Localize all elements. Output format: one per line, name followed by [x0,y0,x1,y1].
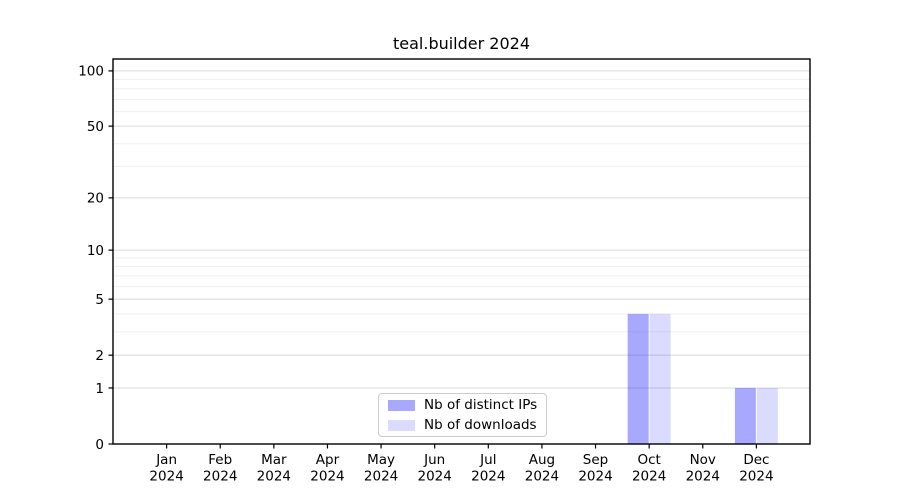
x-tick-label: Sep 2024 [578,452,612,485]
x-tick-label: Jun 2024 [418,452,452,485]
axis-spines [112,58,811,445]
x-tick-label: May 2024 [364,452,398,485]
legend: Nb of distinct IPs Nb of downloads [378,393,548,437]
x-tick-label: Mar 2024 [257,452,291,485]
legend-item-distinct-ips: Nb of distinct IPs [388,397,537,413]
bar-downloads-dec [756,387,778,444]
legend-swatch-downloads [388,419,415,431]
y-tick-label: 5 [95,292,104,308]
y-tick-label: 2 [95,348,104,364]
y-tick-label: 50 [87,119,104,135]
bar-distinct-ips-oct [627,313,649,444]
legend-label-distinct-ips: Nb of distinct IPs [424,397,538,413]
legend-label-downloads: Nb of downloads [424,417,537,433]
x-tick-label: Jan 2024 [149,452,183,485]
x-tick-label: Oct 2024 [632,452,666,485]
x-tick-label: Nov 2024 [686,452,720,485]
y-tick-label: 1 [95,381,104,397]
x-tick-label: Apr 2024 [310,452,344,485]
legend-item-downloads: Nb of downloads [388,417,537,433]
y-tick-label: 20 [87,191,104,207]
x-tick-label: Feb 2024 [203,452,237,485]
x-tick-label: Dec 2024 [739,452,773,485]
bar-downloads-oct [649,313,671,444]
y-tick-label: 10 [87,243,104,259]
bar-distinct-ips-dec [734,387,756,444]
chart-title: teal.builder 2024 [392,34,531,53]
y-tick-label: 100 [78,64,104,80]
y-tick-label: 0 [95,437,104,453]
x-tick-label: Aug 2024 [525,452,559,485]
x-tick-label: Jul 2024 [471,452,505,485]
legend-swatch-distinct-ips [388,399,415,411]
